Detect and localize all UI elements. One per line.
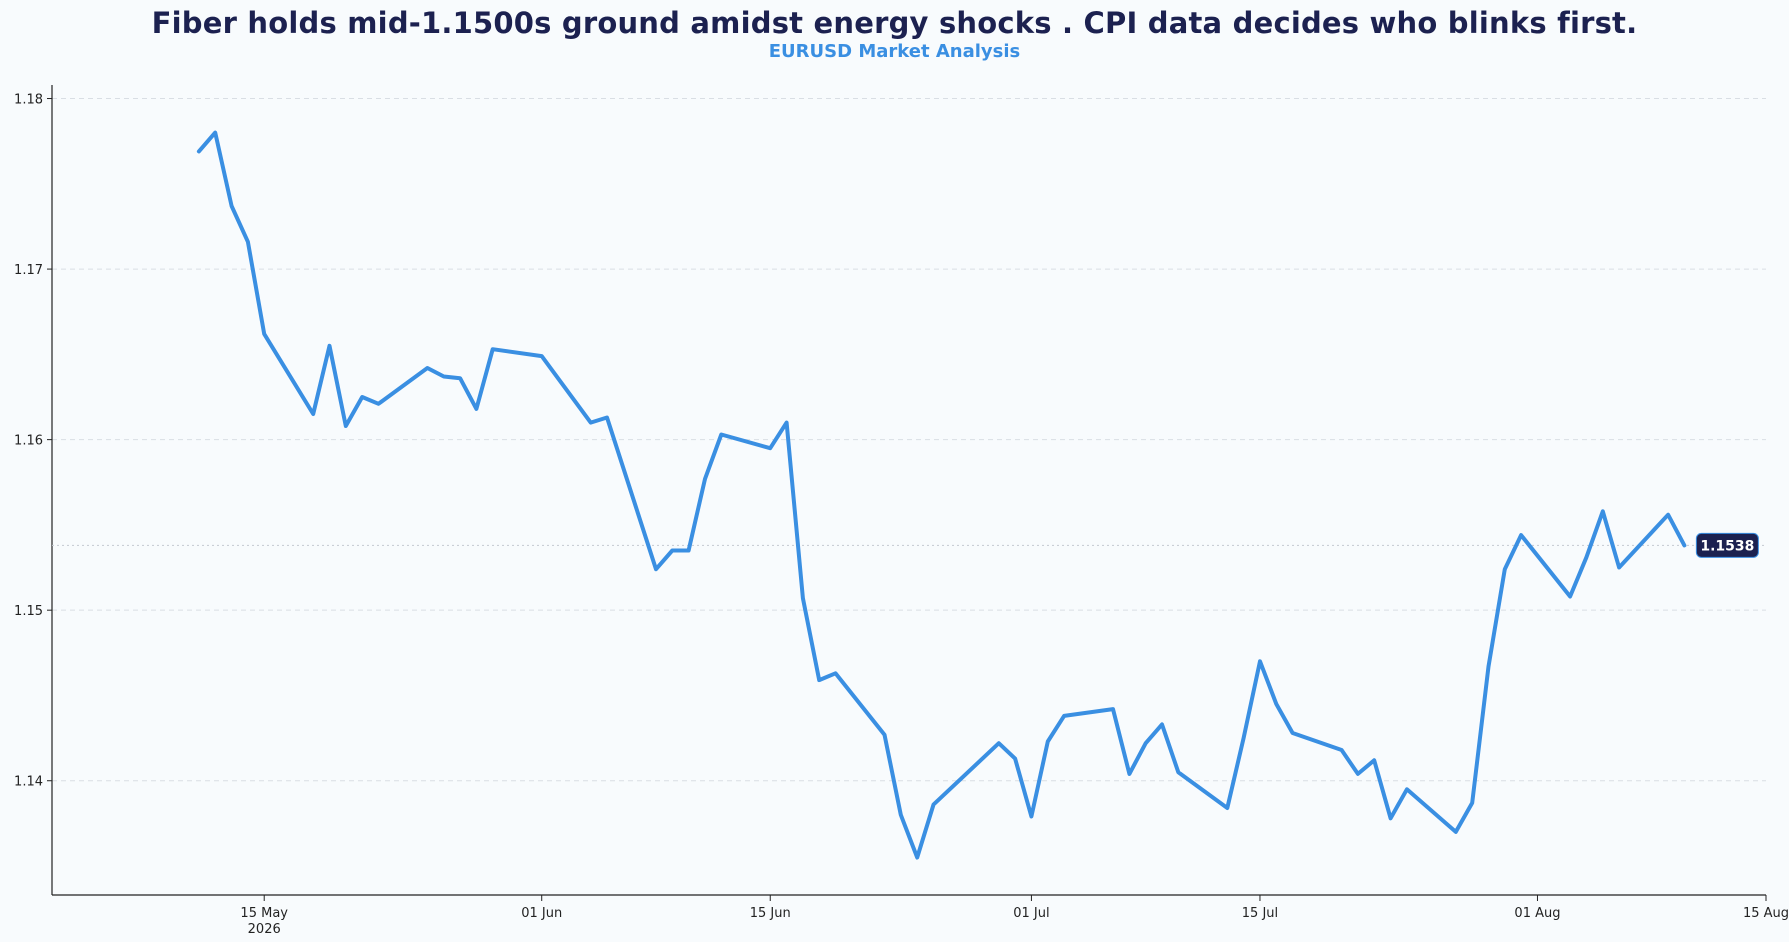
last-value-label: 1.1538 (1700, 538, 1754, 554)
x-tick-label: 01 Jul (1013, 906, 1049, 921)
y-tick-label: 1.14 (14, 775, 43, 790)
price-line (196, 130, 1687, 860)
x-tick-label: 01 Jun (521, 906, 562, 921)
chart-subtitle: EURUSD Market Analysis (768, 41, 1021, 62)
x-tick-label: 15 May (240, 906, 288, 921)
x-tick-label: 15 Jun (750, 906, 791, 921)
x-tick-label: 01 Aug (1514, 906, 1560, 921)
chart-title: Fiber holds mid-1.1500s ground amidst en… (151, 6, 1638, 40)
y-tick-label: 1.17 (14, 263, 43, 278)
y-tick-label: 1.15 (14, 604, 43, 619)
y-tick-label: 1.16 (14, 434, 43, 449)
x-tick-label: 15 Jul (1242, 906, 1278, 921)
x-tick-sublabel: 2026 (248, 922, 281, 937)
x-tick-label: 15 Aug (1743, 906, 1789, 921)
last-value-badge (1695, 532, 1759, 558)
y-tick-label: 1.18 (14, 93, 43, 108)
